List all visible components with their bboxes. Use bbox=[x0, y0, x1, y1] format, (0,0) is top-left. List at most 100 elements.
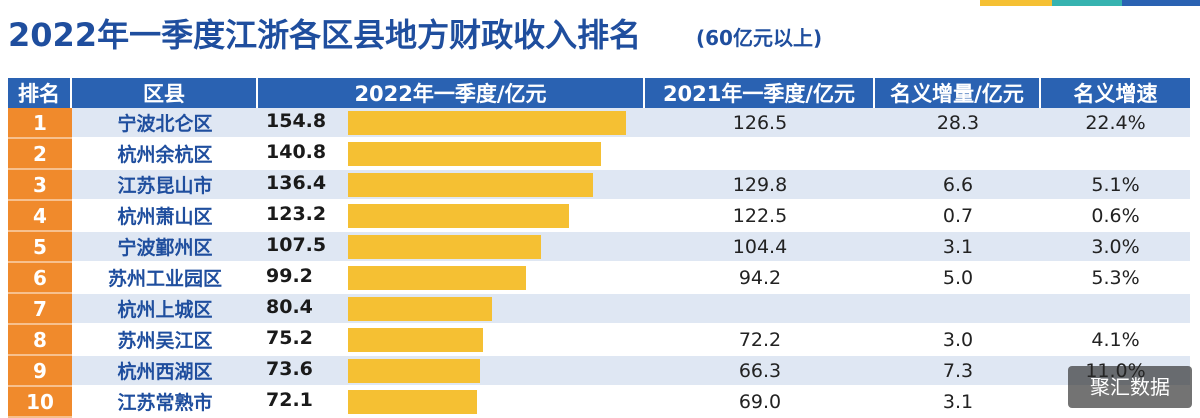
table-row: 4 杭州萧山区 123.2 122.5 0.7 0.6% bbox=[8, 201, 1190, 232]
top-accent-bar-yellow bbox=[980, 0, 1052, 6]
revenue-bar bbox=[348, 173, 593, 197]
bar-cell: 123.2 bbox=[258, 201, 645, 232]
revenue-2021-cell: 129.8 bbox=[645, 170, 875, 201]
revenue-bar bbox=[348, 359, 480, 383]
district-cell: 苏州吴江区 bbox=[72, 325, 258, 356]
revenue-2021-cell: 66.3 bbox=[645, 356, 875, 387]
watermark: 聚汇数据 bbox=[1068, 366, 1192, 408]
bar-value-label: 72.1 bbox=[266, 389, 313, 411]
bar-cell: 80.4 bbox=[258, 294, 645, 325]
rank-cell: 1 bbox=[8, 108, 72, 139]
district-cell: 杭州西湖区 bbox=[72, 356, 258, 387]
revenue-2021-cell: 94.2 bbox=[645, 263, 875, 294]
revenue-2021-cell: 126.5 bbox=[645, 108, 875, 139]
bar-value-label: 154.8 bbox=[266, 110, 327, 132]
table-header-row: 排名 区县 2022年一季度/亿元 2021年一季度/亿元 名义增量/亿元 名义… bbox=[8, 78, 1190, 108]
bar-value-label: 80.4 bbox=[266, 296, 313, 318]
rank-cell: 9 bbox=[8, 356, 72, 387]
increase-cell: 7.3 bbox=[875, 356, 1041, 387]
district-cell: 苏州工业园区 bbox=[72, 263, 258, 294]
revenue-bar bbox=[348, 390, 477, 414]
district-cell: 江苏常熟市 bbox=[72, 387, 258, 418]
bar-value-label: 140.8 bbox=[266, 141, 327, 163]
table-row: 6 苏州工业园区 99.2 94.2 5.0 5.3% bbox=[8, 263, 1190, 294]
rank-cell: 6 bbox=[8, 263, 72, 294]
table-row: 7 杭州上城区 80.4 bbox=[8, 294, 1190, 325]
growth-cell: 5.3% bbox=[1041, 263, 1190, 294]
district-cell: 宁波北仑区 bbox=[72, 108, 258, 139]
rank-cell: 3 bbox=[8, 170, 72, 201]
revenue-bar bbox=[348, 328, 483, 352]
bar-value-label: 75.2 bbox=[266, 327, 313, 349]
column-header-district: 区县 bbox=[72, 78, 258, 108]
growth-cell bbox=[1041, 139, 1190, 170]
revenue-bar bbox=[348, 204, 569, 228]
revenue-2021-cell: 69.0 bbox=[645, 387, 875, 418]
revenue-bar bbox=[348, 235, 541, 259]
bar-value-label: 123.2 bbox=[266, 203, 327, 225]
table-row: 10 江苏常熟市 72.1 69.0 3.1 bbox=[8, 387, 1190, 418]
column-header-rank: 排名 bbox=[8, 78, 72, 108]
column-header-2021: 2021年一季度/亿元 bbox=[645, 78, 875, 108]
growth-cell: 22.4% bbox=[1041, 108, 1190, 139]
district-cell: 杭州余杭区 bbox=[72, 139, 258, 170]
bar-cell: 107.5 bbox=[258, 232, 645, 263]
bar-value-label: 136.4 bbox=[266, 172, 327, 194]
rank-cell: 8 bbox=[8, 325, 72, 356]
district-cell: 杭州萧山区 bbox=[72, 201, 258, 232]
growth-cell bbox=[1041, 294, 1190, 325]
rank-cell: 4 bbox=[8, 201, 72, 232]
bar-cell: 99.2 bbox=[258, 263, 645, 294]
top-accent-bar-teal bbox=[1052, 0, 1122, 6]
district-cell: 宁波鄞州区 bbox=[72, 232, 258, 263]
rank-cell: 7 bbox=[8, 294, 72, 325]
bar-value-label: 73.6 bbox=[266, 358, 313, 380]
district-cell: 杭州上城区 bbox=[72, 294, 258, 325]
bar-value-label: 107.5 bbox=[266, 234, 327, 256]
revenue-bar bbox=[348, 142, 601, 166]
increase-cell: 6.6 bbox=[875, 170, 1041, 201]
increase-cell: 0.7 bbox=[875, 201, 1041, 232]
rank-cell: 10 bbox=[8, 387, 72, 418]
increase-cell: 3.1 bbox=[875, 387, 1041, 418]
bar-cell: 154.8 bbox=[258, 108, 645, 139]
growth-cell: 3.0% bbox=[1041, 232, 1190, 263]
top-accent-bar-blue bbox=[1122, 0, 1200, 6]
revenue-bar bbox=[348, 111, 626, 135]
increase-cell: 5.0 bbox=[875, 263, 1041, 294]
revenue-bar bbox=[348, 266, 526, 290]
revenue-2021-cell: 104.4 bbox=[645, 232, 875, 263]
growth-cell: 5.1% bbox=[1041, 170, 1190, 201]
increase-cell: 28.3 bbox=[875, 108, 1041, 139]
revenue-bar bbox=[348, 297, 492, 321]
table-body: 1 宁波北仑区 154.8 126.5 28.3 22.4% 2 杭州余杭区 140.8 3 江苏昆… bbox=[8, 108, 1190, 418]
table-row: 5 宁波鄞州区 107.5 104.4 3.1 3.0% bbox=[8, 232, 1190, 263]
page-title: 2022年一季度江浙各区县地方财政收入排名 bbox=[8, 16, 642, 54]
column-header-increase: 名义增量/亿元 bbox=[875, 78, 1041, 108]
revenue-2021-cell bbox=[645, 139, 875, 170]
bar-cell: 72.1 bbox=[258, 387, 645, 418]
revenue-2021-cell bbox=[645, 294, 875, 325]
bar-cell: 136.4 bbox=[258, 170, 645, 201]
increase-cell: 3.1 bbox=[875, 232, 1041, 263]
column-header-growth: 名义增速 bbox=[1041, 78, 1190, 108]
rank-cell: 5 bbox=[8, 232, 72, 263]
rank-cell: 2 bbox=[8, 139, 72, 170]
bar-cell: 140.8 bbox=[258, 139, 645, 170]
ranking-table: 排名 区县 2022年一季度/亿元 2021年一季度/亿元 名义增量/亿元 名义… bbox=[8, 78, 1190, 418]
revenue-2021-cell: 72.2 bbox=[645, 325, 875, 356]
increase-cell bbox=[875, 139, 1041, 170]
ranking-table-container: 排名 区县 2022年一季度/亿元 2021年一季度/亿元 名义增量/亿元 名义… bbox=[8, 78, 1190, 418]
revenue-2021-cell: 122.5 bbox=[645, 201, 875, 232]
bar-cell: 73.6 bbox=[258, 356, 645, 387]
growth-cell: 4.1% bbox=[1041, 325, 1190, 356]
district-cell: 江苏昆山市 bbox=[72, 170, 258, 201]
bar-cell: 75.2 bbox=[258, 325, 645, 356]
bar-value-label: 99.2 bbox=[266, 265, 313, 287]
increase-cell: 3.0 bbox=[875, 325, 1041, 356]
growth-cell: 0.6% bbox=[1041, 201, 1190, 232]
page-subtitle: (60亿元以上) bbox=[696, 26, 823, 50]
increase-cell bbox=[875, 294, 1041, 325]
table-row: 3 江苏昆山市 136.4 129.8 6.6 5.1% bbox=[8, 170, 1190, 201]
